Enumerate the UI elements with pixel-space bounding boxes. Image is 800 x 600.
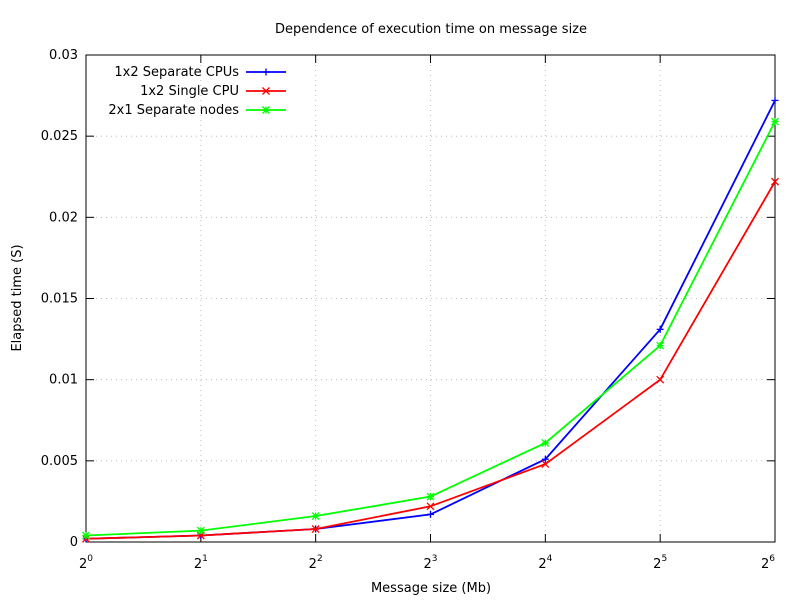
grid: [86, 55, 775, 542]
data-point: [427, 510, 434, 518]
series-3: [82, 117, 779, 540]
data-point: [262, 106, 270, 114]
series-line: [85, 121, 776, 537]
series-2: [82, 177, 779, 543]
data-point: [311, 512, 320, 520]
chart-title: Dependence of execution time on message …: [275, 22, 587, 37]
data-point: [426, 492, 435, 501]
x-tick-label: 22: [309, 554, 323, 572]
axis-ticks: 0 0.005 0.01 0.015 0.02 0.025 0.03 20 21 22 23 24 25…: [41, 48, 776, 572]
y-tick-label: 0: [70, 535, 78, 550]
y-tick-label: 0.01: [49, 373, 78, 388]
legend-entry: 2x1 Separate nodes: [108, 103, 286, 118]
x-tick-label: 20: [79, 554, 93, 572]
data-point: [541, 439, 550, 447]
series-layer: [82, 96, 779, 543]
data-point: [426, 502, 435, 511]
data-point: [82, 531, 90, 540]
legend-label: 1x2 Separate CPUs: [114, 65, 239, 80]
y-tick-label: 0.015: [41, 292, 78, 307]
data-point: [656, 341, 665, 350]
y-axis-label: Elapsed time (S): [10, 244, 25, 351]
x-tick-label: 21: [194, 554, 208, 572]
y-tick-label: 0.005: [41, 454, 78, 469]
data-point: [262, 87, 270, 95]
x-tick-label: 25: [653, 554, 667, 572]
data-point: [541, 455, 549, 463]
legend-entry: 1x2 Separate CPUs: [114, 65, 286, 80]
x-tick-label: 23: [423, 554, 437, 572]
data-point: [311, 525, 320, 533]
x-axis-label: Message size (Mb): [371, 581, 491, 596]
x-tick-label: 24: [538, 554, 552, 572]
data-point: [771, 117, 779, 126]
legend: 1x2 Separate CPUs 1x2 Single CPU 2x1 Separ…: [108, 65, 286, 118]
legend-entry: 1x2 Single CPU: [140, 84, 286, 99]
legend-label: 1x2 Single CPU: [140, 84, 239, 99]
data-point: [262, 68, 270, 76]
data-point: [541, 460, 550, 469]
data-point: [656, 325, 664, 333]
y-tick-label: 0.02: [49, 210, 78, 225]
y-tick-label: 0.03: [49, 48, 78, 63]
legend-label: 2x1 Separate nodes: [108, 103, 239, 118]
data-point: [771, 177, 779, 186]
data-point: [196, 526, 205, 535]
data-point: [656, 375, 665, 384]
series-line: [85, 100, 776, 540]
x-tick-label: 26: [761, 554, 775, 572]
y-tick-label: 0.025: [41, 129, 78, 144]
data-point: [771, 96, 779, 104]
